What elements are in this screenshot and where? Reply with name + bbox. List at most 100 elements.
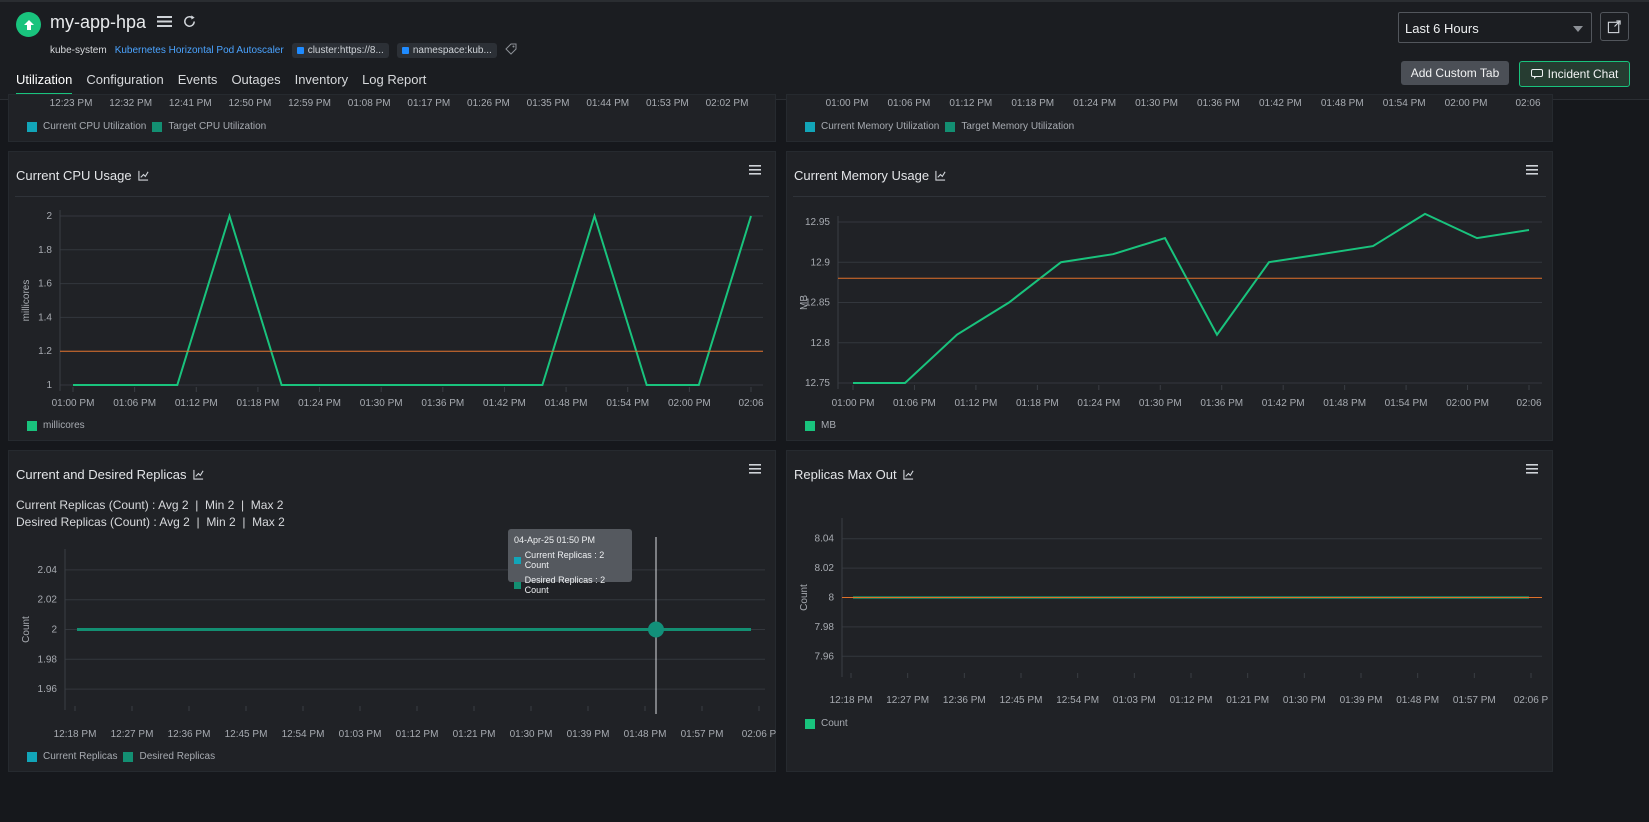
x-tick-label: 01:57 PM <box>681 729 724 740</box>
x-tick-label: 01:48 PM <box>1323 398 1366 409</box>
tooltip-row: Desired Replicas : 2 Count <box>514 575 626 595</box>
legend-target-memory[interactable]: Target Memory Utilization <box>961 121 1075 132</box>
x-tick-label: 12:54 PM <box>1056 695 1099 706</box>
memory-usage-title: Current Memory Usage <box>794 168 930 183</box>
legend-current-cpu[interactable]: Current CPU Utilization <box>43 121 147 132</box>
tab-events[interactable]: Events <box>177 72 218 87</box>
tab-log-report[interactable]: Log Report <box>362 72 427 87</box>
tab-inventory[interactable]: Inventory <box>294 72 349 87</box>
x-tick-label: 01:48 PM <box>1396 695 1439 706</box>
memory-utilization-axis: 01:00 PM 01:06 PM 01:12 PM 01:18 PM 01:24 PM… <box>826 98 1541 109</box>
x-tick-label: 02:06 P <box>1514 695 1549 706</box>
legend-current-memory[interactable]: Current Memory Utilization <box>821 121 940 132</box>
x-tick-label: 01:21 PM <box>453 729 496 740</box>
x-tick-label: 01:06 PM <box>893 398 936 409</box>
export-button[interactable] <box>1600 12 1629 41</box>
x-tick-label: 12:41 PM <box>169 98 212 109</box>
hover-point <box>648 621 664 638</box>
tag-cluster[interactable]: cluster:https://8... <box>291 43 389 58</box>
x-tick-label: 12:23 PM <box>50 98 93 109</box>
stat-current-values: Avg 2 | Min 2 | Max 2 <box>158 498 284 512</box>
replicas-legend: Current Replicas Desired Replicas <box>27 751 215 762</box>
incident-chat-button[interactable]: Incident Chat <box>1519 61 1630 87</box>
replicas-maxout-panel: Replicas Max Out 7.96 7.98 8 8.02 8.04 12:18 … <box>786 450 1553 772</box>
tooltip-current: Current Replicas : 2 Count <box>524 550 605 570</box>
x-tick-label: 02:00 PM <box>1445 98 1488 109</box>
x-tick-label: 01:24 PM <box>1073 98 1116 109</box>
tooltip-swatch <box>514 581 521 589</box>
y-tick-label: 8.02 <box>815 563 835 574</box>
panel-divider <box>15 196 769 197</box>
replicas-title: Current and Desired Replicas <box>16 467 187 482</box>
x-tick-label: 01:30 PM <box>1139 398 1182 409</box>
tag-namespace[interactable]: namespace:kub... <box>396 43 497 58</box>
x-tick-label: 01:42 PM <box>1259 98 1302 109</box>
legend-mb[interactable]: MB <box>821 420 836 431</box>
stat-desired-label: Desired Replicas (Count) : <box>16 515 157 529</box>
y-tick-label: 2 <box>46 211 52 222</box>
x-tick-label: 01:36 PM <box>421 398 464 409</box>
chart-link-icon[interactable] <box>137 170 149 181</box>
y-tick-label: 1.6 <box>38 279 52 290</box>
cpu-usage-chart[interactable]: 1 1.2 1.4 1.6 1.8 2 01:00 PM 01:06 PM 01:12 PM 01… <box>9 198 777 428</box>
x-tick-label: 12:59 PM <box>288 98 331 109</box>
y-axis-label: Count <box>799 584 810 611</box>
tag-add-icon[interactable] <box>505 43 517 58</box>
x-tick-label: 01:06 PM <box>113 398 156 409</box>
tab-outages[interactable]: Outages <box>231 72 281 87</box>
x-tick-label: 01:48 PM <box>1321 98 1364 109</box>
x-tick-label: 01:00 PM <box>826 98 869 109</box>
replicas-maxout-chart[interactable]: 7.96 7.98 8 8.02 8.04 12:18 PM 12:27 PM 12:36 P… <box>787 497 1554 717</box>
x-tick-label: 12:50 PM <box>229 98 272 109</box>
y-tick-label: 12.85 <box>805 298 830 309</box>
x-tick-label: 01:54 PM <box>1385 398 1428 409</box>
menu-icon[interactable] <box>157 15 172 33</box>
x-tick-label: 12:32 PM <box>109 98 152 109</box>
legend-count[interactable]: Count <box>821 718 848 729</box>
panel-divider <box>793 196 1546 197</box>
x-tick-label: 12:45 PM <box>1000 695 1043 706</box>
legend-millicores[interactable]: millicores <box>43 420 85 431</box>
y-tick-label: 12.75 <box>805 378 830 389</box>
replica-stats: Current Replicas (Count) : Avg 2 | Min 2… <box>16 497 285 531</box>
legend-desired-replicas[interactable]: Desired Replicas <box>139 751 216 762</box>
x-tick-label: 01:30 PM <box>510 729 553 740</box>
panel-menu-icon[interactable] <box>1526 162 1538 180</box>
x-tick-label: 01:30 PM <box>360 398 403 409</box>
memory-usage-chart[interactable]: 12.75 12.8 12.85 12.9 12.95 01:00 PM 01:06 PM 0… <box>787 198 1554 428</box>
x-tick-label: 01:21 PM <box>1226 695 1269 706</box>
chart-link-icon[interactable] <box>902 469 914 480</box>
x-tick-label: 02:00 PM <box>1446 398 1489 409</box>
status-up-icon <box>16 12 41 37</box>
x-tick-label: 12:18 PM <box>54 729 97 740</box>
time-range-select[interactable]: Last 6 Hours <box>1398 12 1592 43</box>
legend-swatch <box>805 718 815 729</box>
chevron-down-icon <box>1573 26 1583 32</box>
legend-current-replicas[interactable]: Current Replicas <box>43 751 118 762</box>
panel-menu-icon[interactable] <box>749 461 761 479</box>
tag-label: cluster:https://8... <box>307 45 384 56</box>
x-tick-label: 01:36 PM <box>1200 398 1243 409</box>
chart-link-icon[interactable] <box>935 170 946 181</box>
legend-target-cpu[interactable]: Target CPU Utilization <box>168 121 267 132</box>
panel-menu-icon[interactable] <box>1526 461 1538 479</box>
x-tick-label: 01:35 PM <box>527 98 570 109</box>
x-tick-label: 01:54 PM <box>606 398 649 409</box>
x-tick-label: 01:00 PM <box>832 398 875 409</box>
header-bar: my-app-hpa kube-system Kubernetes Horizo… <box>0 0 1649 100</box>
tab-configuration[interactable]: Configuration <box>86 72 164 87</box>
add-custom-tab-button[interactable]: Add Custom Tab <box>1401 61 1509 85</box>
x-tick-label: 01:53 PM <box>646 98 689 109</box>
monitor-type-link[interactable]: Kubernetes Horizontal Pod Autoscaler <box>114 45 284 56</box>
panel-menu-icon[interactable] <box>749 162 761 180</box>
y-tick-label: 1.2 <box>38 346 52 357</box>
memory-usage-panel: Current Memory Usage 12.75 12.8 12.85 12.9 1… <box>786 151 1553 441</box>
x-tick-label: 01:18 PM <box>1011 98 1054 109</box>
x-tick-label: 01:57 PM <box>1453 695 1496 706</box>
tab-utilization[interactable]: Utilization <box>16 72 73 95</box>
stat-desired-values: Avg 2 | Min 2 | Max 2 <box>159 515 285 529</box>
replicas-chart[interactable]: 1.96 1.98 2 2.02 2.04 12:18 PM 12:27 PM 12:36 P… <box>9 535 777 745</box>
chart-link-icon[interactable] <box>192 469 204 480</box>
refresh-icon[interactable] <box>182 14 197 34</box>
x-tick-label: 02:06 <box>738 398 763 409</box>
